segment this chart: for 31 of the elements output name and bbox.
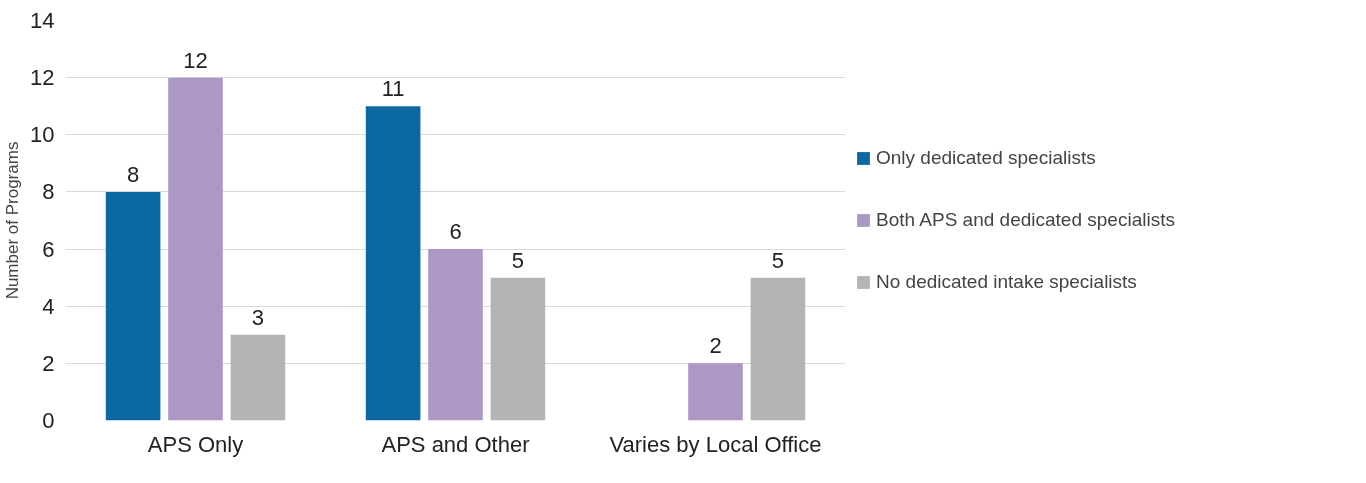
x-tick-label: Varies by Local Office <box>609 431 822 457</box>
y-tick-label: 0 <box>42 408 55 433</box>
data-label: 3 <box>251 304 265 330</box>
y-tick-label: 10 <box>30 122 55 148</box>
y-axis-title: Number of Programs <box>3 141 23 300</box>
x-tick-label: APS Only <box>147 431 244 457</box>
data-label: 5 <box>511 247 525 273</box>
data-label: 2 <box>709 333 722 359</box>
data-label: 11 <box>381 76 405 102</box>
bar <box>688 363 743 421</box>
y-tick-label: 2 <box>42 350 55 376</box>
bar <box>750 277 806 421</box>
data-label: 6 <box>449 219 462 245</box>
bar <box>230 334 286 421</box>
y-tick-label: 12 <box>30 65 55 91</box>
bar <box>490 277 546 421</box>
data-label: 5 <box>771 247 785 273</box>
bar <box>168 77 223 421</box>
legend-label: No dedicated intake specialists <box>876 271 1137 293</box>
legend-label: Only dedicated specialists <box>876 147 1096 169</box>
data-label: 8 <box>126 161 140 187</box>
y-tick-label: 4 <box>42 293 55 319</box>
x-tick-label: APS and Other <box>381 431 530 457</box>
y-tick-label: 6 <box>42 236 55 262</box>
y-tick-label: 14 <box>30 8 55 33</box>
bar <box>365 106 421 421</box>
bar <box>105 191 161 421</box>
legend-label: Both APS and dedicated specialists <box>876 209 1175 231</box>
data-label: 12 <box>183 47 208 73</box>
y-tick-label: 8 <box>42 179 55 205</box>
bar <box>428 249 483 421</box>
